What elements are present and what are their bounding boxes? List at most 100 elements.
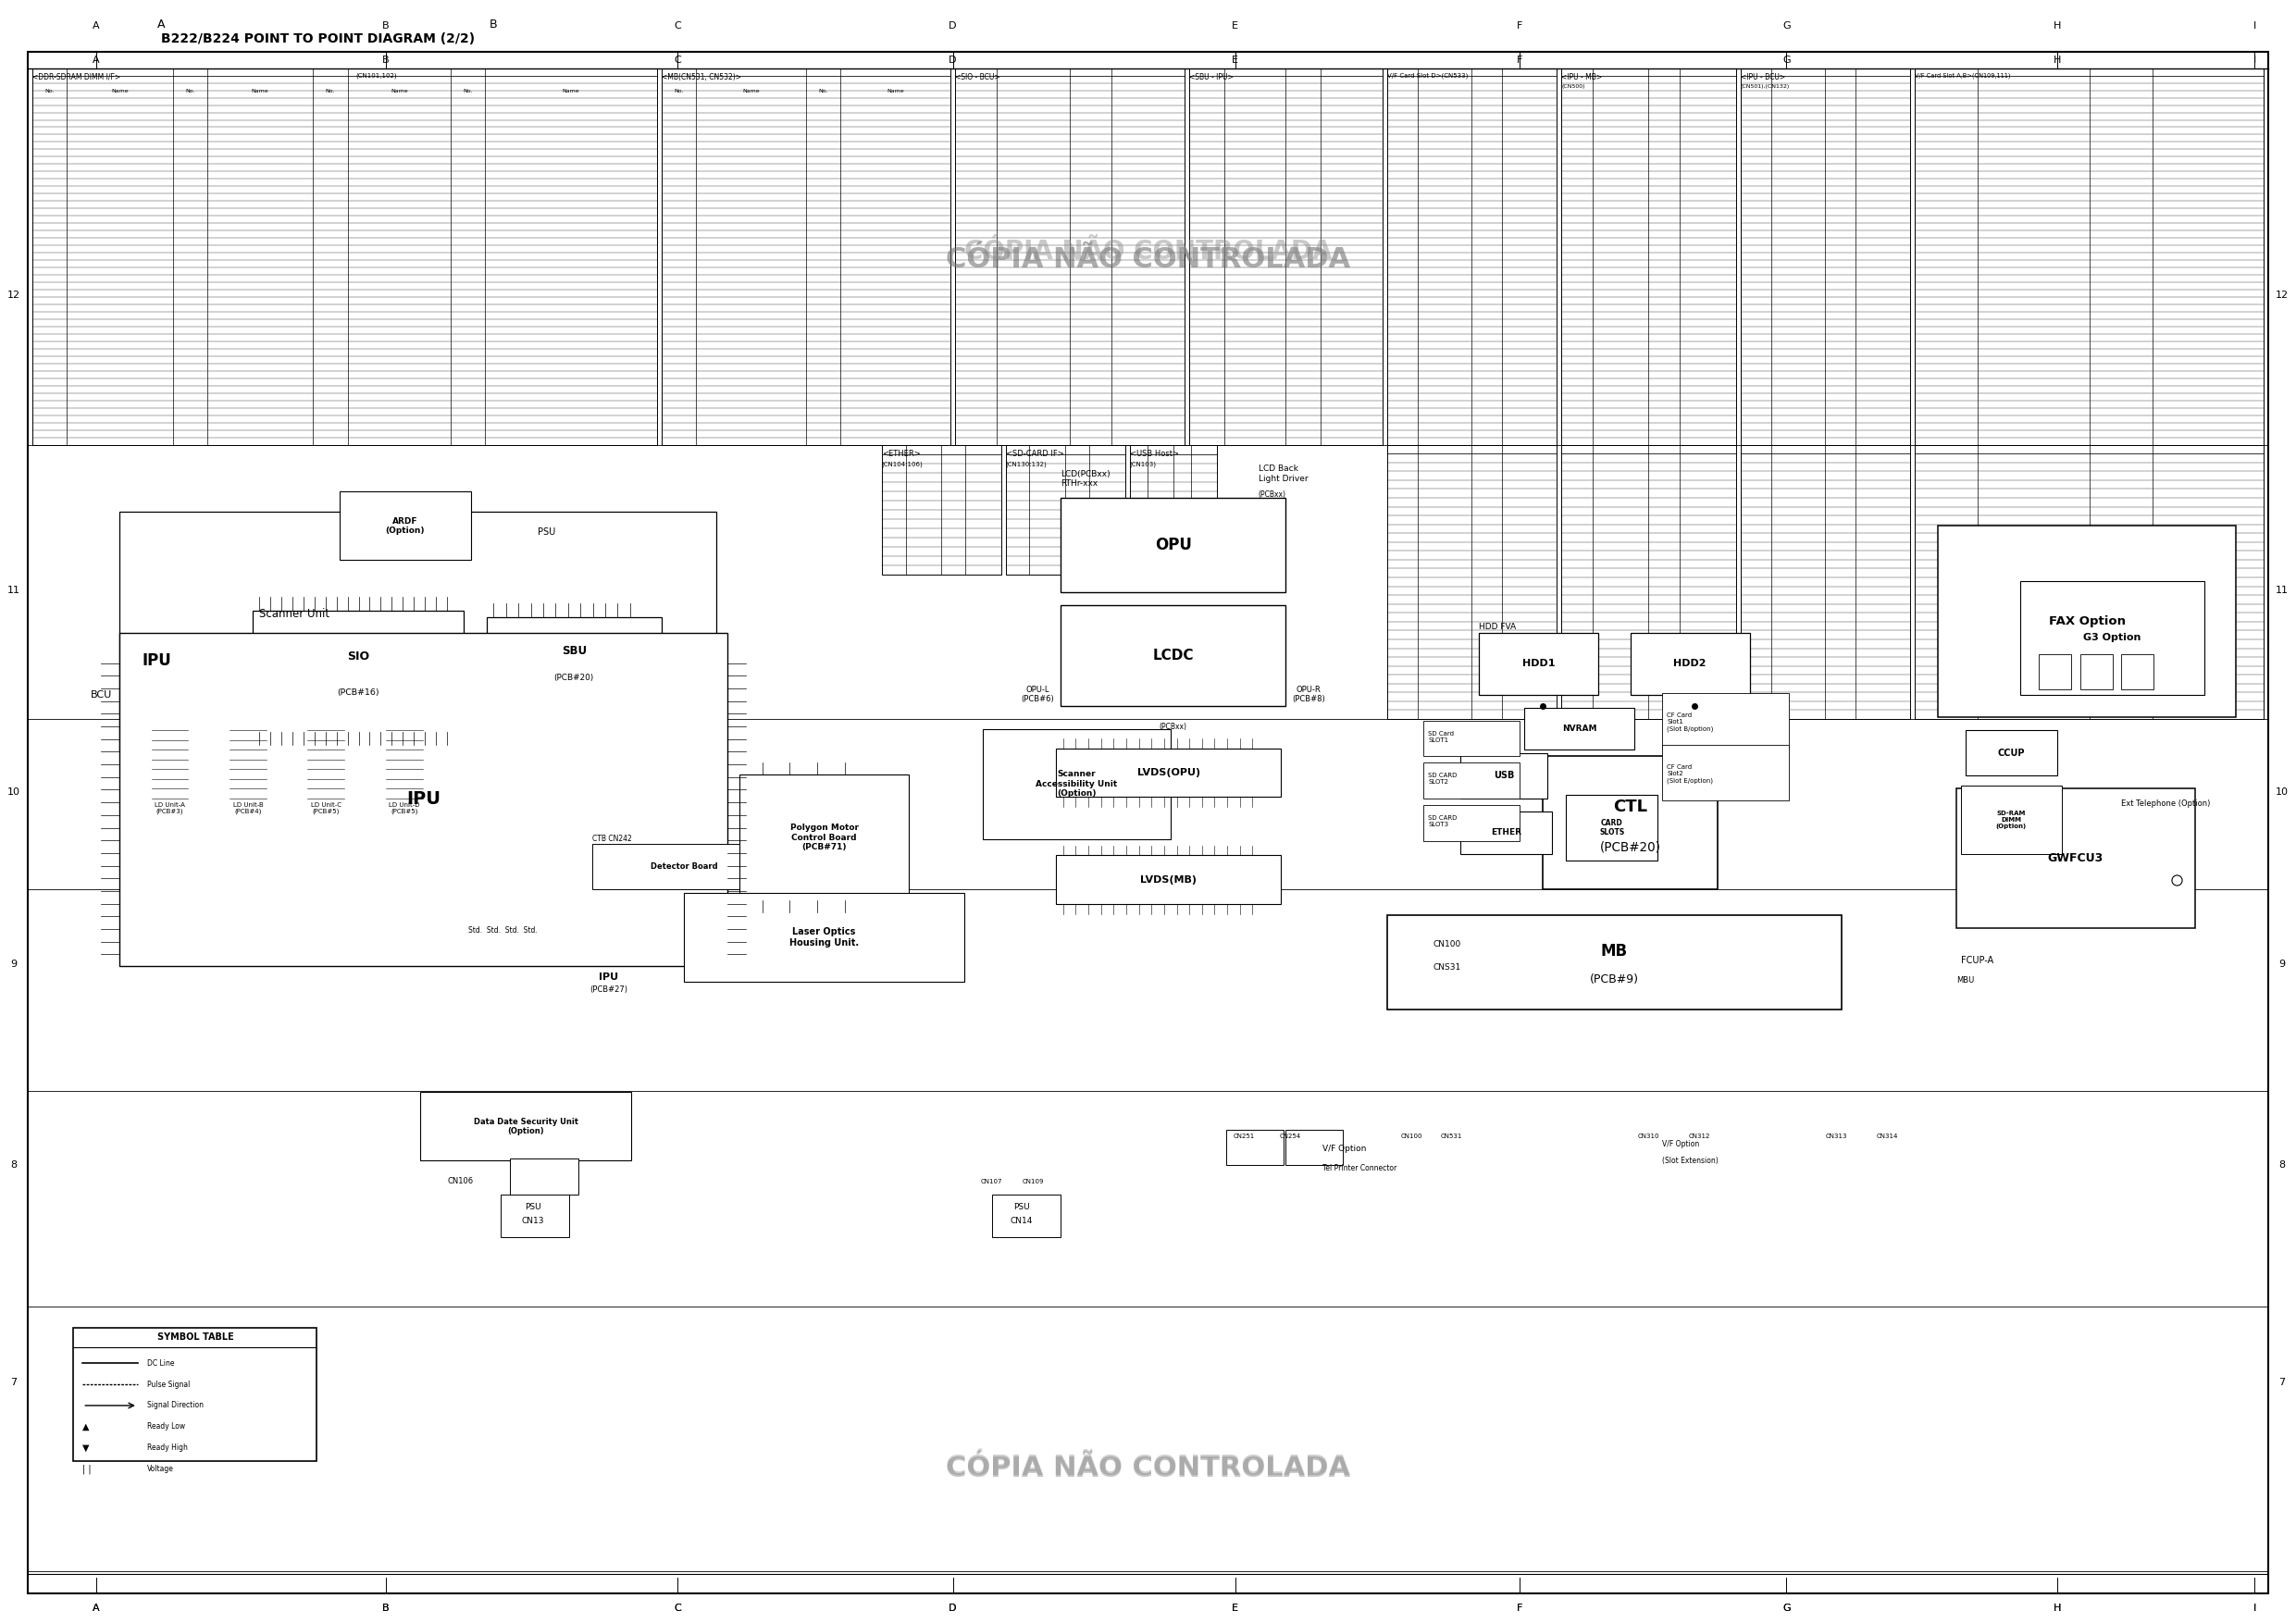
Text: | |: | | [83,1464,92,1474]
Bar [510,1159,579,1195]
Text: MBU: MBU [1956,975,1975,985]
Text: A: A [92,55,101,65]
Bar [2080,654,2112,690]
Bar [1061,605,1286,706]
Text: (CN101,102): (CN101,102) [356,73,397,80]
Text: A: A [92,21,101,31]
Text: OPU-R
(PCB#8): OPU-R (PCB#8) [1293,685,1325,704]
Text: LCD(PCBxx)
RTHr-xxx: LCD(PCBxx) RTHr-xxx [1061,469,1111,489]
Text: <DDR-SDRAM DIMM I/F>: <DDR-SDRAM DIMM I/F> [32,73,119,81]
Text: CF Card
Slot2
(Slot E/option): CF Card Slot2 (Slot E/option) [1667,764,1713,784]
Text: HDD FVA: HDD FVA [1479,622,1515,631]
Text: Name: Name [253,89,269,93]
Text: ARDF
(Option): ARDF (Option) [386,516,425,536]
Text: (CN103): (CN103) [1130,461,1157,467]
Text: B: B [489,18,498,31]
Bar [882,445,1001,575]
Text: LD Unit-B
(PCB#4): LD Unit-B (PCB#4) [232,802,264,815]
Bar [1525,708,1635,750]
Text: CN254: CN254 [1279,1133,1302,1139]
Text: LCDC: LCDC [1153,649,1194,662]
Text: NVRAM: NVRAM [1561,724,1598,734]
Bar [2122,654,2154,690]
Text: (PCB#27): (PCB#27) [590,985,627,995]
Bar [1561,445,1736,719]
Text: CN107: CN107 [980,1178,1003,1185]
Text: SD Card
SLOT1: SD Card SLOT1 [1428,730,1453,743]
Bar [32,68,657,445]
Text: IPU: IPU [599,972,618,982]
Bar [1965,730,2057,776]
Text: No.: No. [326,89,335,93]
Text: V/F Card Slot A,B>(CN109,111): V/F Card Slot A,B>(CN109,111) [1915,73,2011,80]
Text: B222/B224 POINT TO POINT DIAGRAM (2/2): B222/B224 POINT TO POINT DIAGRAM (2/2) [161,32,475,45]
Text: (CN130:132): (CN130:132) [1006,461,1047,467]
Text: G: G [1782,1604,1791,1613]
Text: LD Unit-D
(PCB#5): LD Unit-D (PCB#5) [388,802,420,815]
Text: CÓPIA NÃO CONTROLADA: CÓPIA NÃO CONTROLADA [946,247,1350,273]
Text: H: H [2053,1604,2062,1613]
Text: ▲: ▲ [83,1422,90,1431]
Text: 7: 7 [11,1378,16,1388]
Bar [1662,693,1789,748]
Bar [592,844,776,889]
Bar [1460,753,1548,799]
Text: CARD
SLOTS: CARD SLOTS [1600,818,1623,837]
Text: (PCBxx): (PCBxx) [1258,490,1286,500]
Bar [1961,786,2062,854]
Text: V/F Card Slot D>(CN533): V/F Card Slot D>(CN533) [1387,73,1467,80]
Text: LVDS(MB): LVDS(MB) [1141,875,1196,885]
Bar [420,1092,631,1160]
Text: <MB(CN531, CN532)>: <MB(CN531, CN532)> [661,73,742,81]
Text: No.: No. [464,89,473,93]
Text: No.: No. [186,89,195,93]
Bar [501,1195,569,1237]
Text: IPU: IPU [142,652,172,669]
Text: CN106: CN106 [448,1177,473,1186]
Text: CN100: CN100 [1433,940,1460,949]
Bar [1424,763,1520,799]
Text: E: E [1233,1604,1238,1613]
Text: C: C [673,55,682,65]
Text: Tel Printer Connector: Tel Printer Connector [1322,1164,1396,1173]
Text: G3 Option: G3 Option [2082,633,2142,643]
Text: <ETHER>: <ETHER> [882,450,921,458]
Text: Voltage: Voltage [147,1464,174,1474]
Text: V/F Option: V/F Option [1662,1139,1699,1149]
Text: LCD Back
Light Driver: LCD Back Light Driver [1258,464,1309,484]
Text: ▼: ▼ [83,1443,90,1453]
Text: Std.  Std.  Std.  Std.: Std. Std. Std. Std. [468,925,537,935]
Text: SBU: SBU [563,644,585,657]
Bar [1662,745,1789,800]
Text: CN14: CN14 [1010,1216,1033,1225]
Bar [1387,68,1557,445]
Bar [1479,633,1598,695]
Text: Detector Board: Detector Board [650,862,719,872]
Text: MB: MB [1600,943,1628,959]
Text: Laser Optics
Housing Unit.: Laser Optics Housing Unit. [790,927,859,948]
Bar [1915,445,2264,719]
Bar [119,511,716,751]
Text: CCUP: CCUP [1998,748,2025,758]
Text: CNS31: CNS31 [1433,962,1460,972]
Text: <USB Host>: <USB Host> [1130,450,1178,458]
Text: D: D [948,55,957,65]
Text: CN310: CN310 [1637,1133,1660,1139]
Bar [1956,789,2195,928]
Bar [1460,812,1552,854]
Text: 9: 9 [2280,959,2285,969]
Bar [1189,68,1382,445]
Text: 11: 11 [2275,586,2289,596]
Bar [1387,915,1841,1010]
Text: (CN500): (CN500) [1561,84,1584,89]
Text: A: A [156,18,165,31]
Text: B: B [381,21,390,31]
Text: Polygon Motor
Control Board
(PCB#71): Polygon Motor Control Board (PCB#71) [790,824,859,850]
Bar [992,1195,1061,1237]
Text: 11: 11 [7,586,21,596]
Text: FAX Option: FAX Option [2048,615,2126,628]
Text: B: B [381,1604,390,1613]
Text: C: C [673,1604,682,1613]
Text: C: C [673,1604,682,1613]
Bar [340,492,471,560]
